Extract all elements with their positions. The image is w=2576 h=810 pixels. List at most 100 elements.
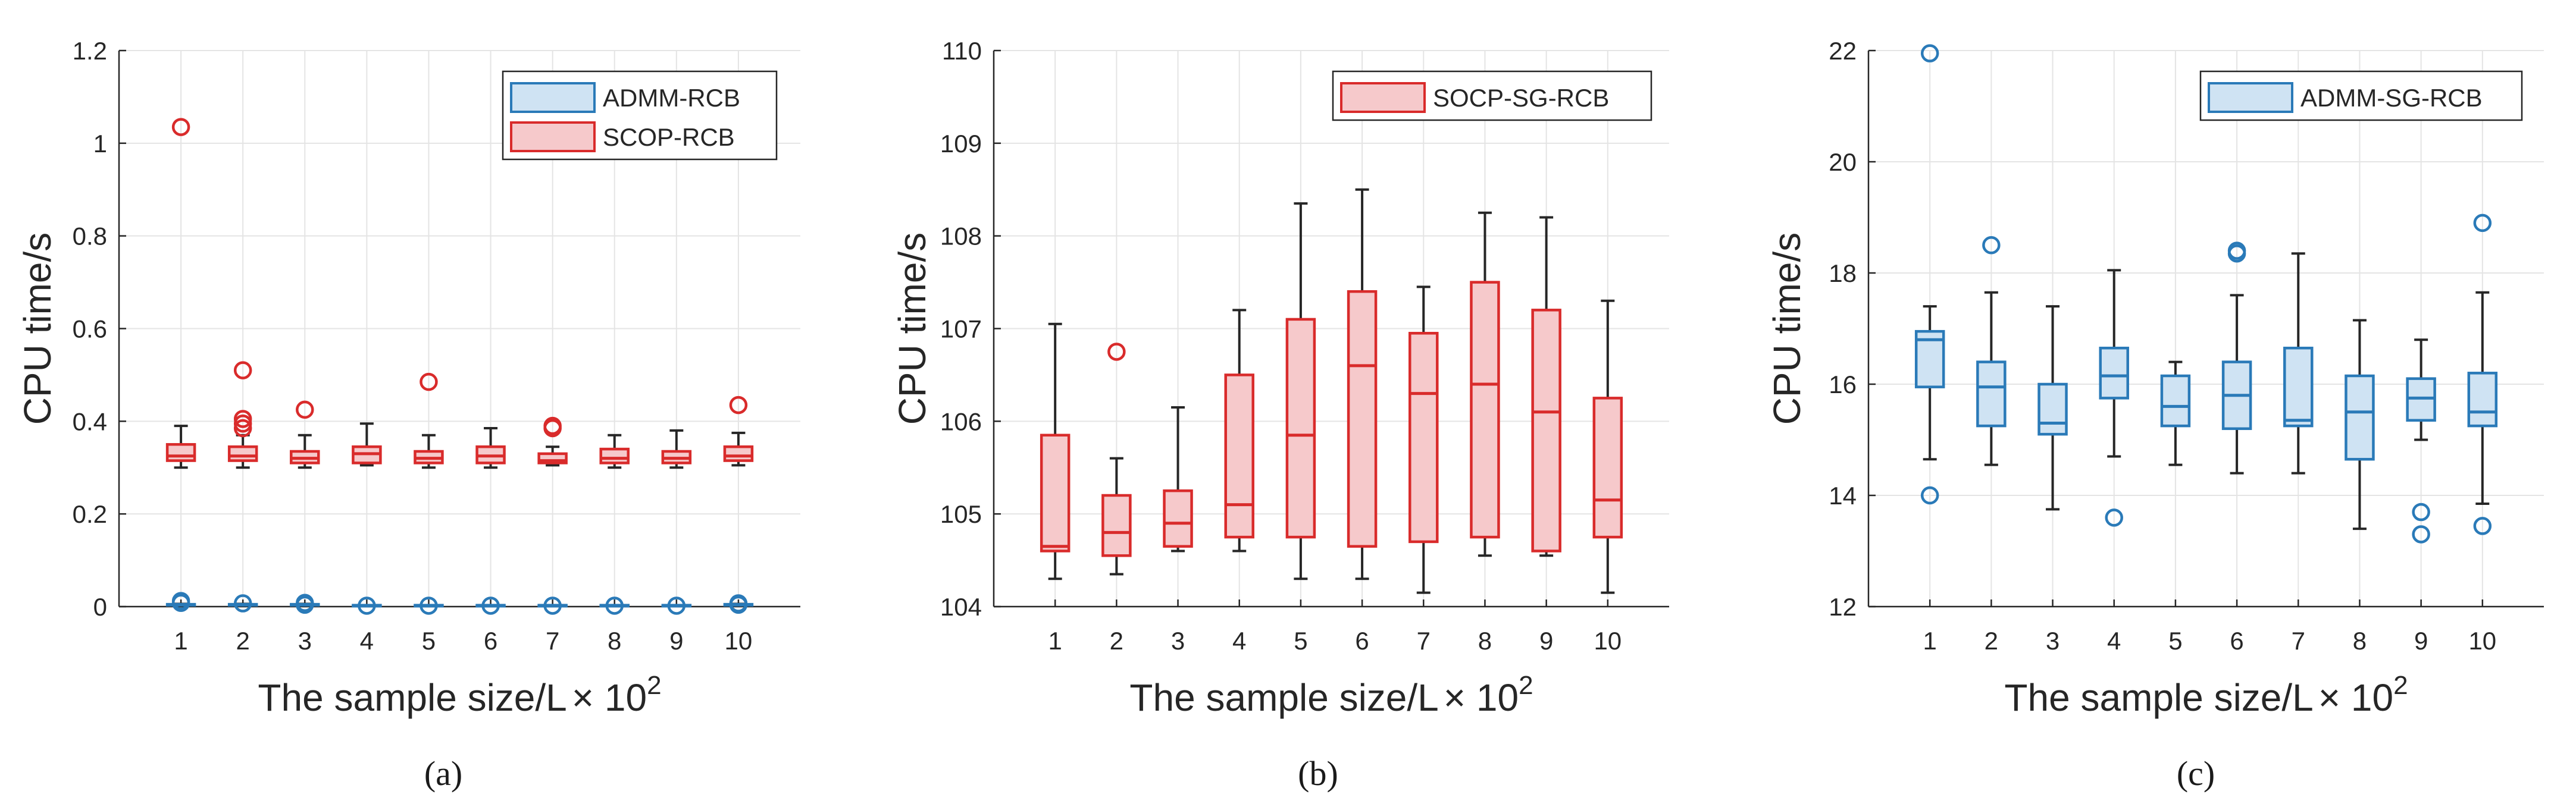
box [1224,373,1254,539]
legend-swatch [1340,82,1426,113]
y-tick-label: 0.4 [73,407,107,435]
outlier-point [1107,343,1126,361]
x-axis-label-multiplier: × 10 [1444,676,1519,719]
x-tick-label: 3 [2046,627,2059,655]
box [2345,374,2375,461]
x-tick-label: 9 [669,627,683,655]
x-tick-label: 10 [2468,627,2496,655]
x-tick-label: 8 [1478,627,1492,655]
outlier-point [605,596,624,615]
y-tick-label: 22 [1829,37,1857,65]
x-axis-label-exponent: 2 [2393,671,2408,700]
y-axis-label: CPU time/s [1766,233,1808,425]
box [2160,374,2191,428]
x-tick-label: 7 [1417,627,1431,655]
x-tick-label: 1 [1048,627,1062,655]
outlier-point [481,596,500,615]
outlier-point [729,594,748,613]
x-tick-label: 8 [2353,627,2367,655]
outlier-point [1982,236,2001,255]
box [1040,434,1071,552]
x-tick-label: 2 [236,627,250,655]
y-tick-label: 0.6 [73,315,107,343]
outlier-point [2227,241,2246,260]
y-tick-label: 1 [93,130,107,158]
outlier-point [543,596,562,615]
series-admm-sg-rcb [1914,44,2498,544]
x-axis-label: The sample size/L × 102 [258,671,661,719]
outlier-point [296,400,314,419]
box [1976,360,2007,428]
series-scop-rcb [165,118,754,469]
legend-swatch [2208,82,2293,113]
legend-label: ADMM-RCB [603,84,740,112]
x-tick-label: 10 [725,627,753,655]
box [1163,489,1193,548]
legend-label: SOCP-SG-RCB [1433,84,1609,112]
box [723,445,754,462]
x-tick-label: 4 [2107,627,2121,655]
outlier-point [1920,486,1939,505]
outlier-point [233,594,252,613]
outlier-point [2412,503,2430,522]
outlier-point [171,118,190,136]
x-tick-label: 6 [2230,627,2243,655]
outlier-point [420,596,438,615]
y-tick-label: 0 [93,593,107,621]
x-tick-label: 1 [174,627,187,655]
x-axis-label-exponent: 2 [647,671,661,700]
x-axis-label-multiplier: × 10 [572,676,647,719]
x-axis-label-text: The sample size/L [2004,676,2313,719]
x-tick-label: 10 [1594,627,1622,655]
x-axis-label: The sample size/L × 102 [1129,671,1533,719]
x-axis-label-exponent: 2 [1519,671,1533,700]
x-tick-label: 3 [1171,627,1185,655]
legend-swatch [510,121,596,152]
outlier-point [420,372,438,391]
box [227,445,258,462]
y-tick-label: 16 [1829,371,1857,398]
y-tick-label: 12 [1829,593,1857,621]
outlier-point [2473,517,2492,535]
outlier-point [233,361,252,379]
box [1592,397,1623,539]
y-tick-label: 18 [1829,259,1857,287]
panel-caption: (c) [2177,754,2215,793]
y-tick-label: 105 [940,500,982,528]
y-tick-label: 108 [940,222,982,250]
box [2099,346,2129,400]
outlier-point [2473,214,2492,233]
x-axis-label-multiplier: × 10 [2318,676,2393,719]
box [2467,372,2498,428]
legend-label: ADMM-SG-RCB [2300,84,2483,112]
y-tick-label: 14 [1829,482,1857,510]
x-tick-label: 4 [1232,627,1246,655]
y-tick-label: 0.2 [73,500,107,528]
x-tick-label: 9 [1539,627,1553,655]
x-tick-label: 8 [608,627,621,655]
outlier-point [2105,508,2123,527]
x-axis-label-text: The sample size/L [1129,676,1438,719]
y-tick-label: 1.2 [73,37,107,65]
outlier-point [358,596,376,615]
series-admm-rcb [165,592,754,615]
x-tick-label: 7 [2292,627,2305,655]
box [1531,309,1561,552]
y-tick-label: 0.8 [73,222,107,250]
legend-swatch [510,82,596,113]
x-tick-label: 7 [546,627,559,655]
x-tick-label: 1 [1923,627,1937,655]
x-tick-label: 5 [2168,627,2182,655]
outlier-point [2412,525,2430,544]
outlier-point [1920,44,1939,62]
y-tick-label: 109 [940,130,982,158]
x-axis-label: The sample size/L × 102 [2004,671,2408,719]
outlier-point [667,596,686,615]
x-tick-label: 2 [1110,627,1123,655]
box [599,447,630,464]
x-axis-label-text: The sample size/L [258,676,566,719]
panel-caption: (a) [424,754,462,793]
outlier-point [233,410,252,428]
box [2283,346,2314,428]
